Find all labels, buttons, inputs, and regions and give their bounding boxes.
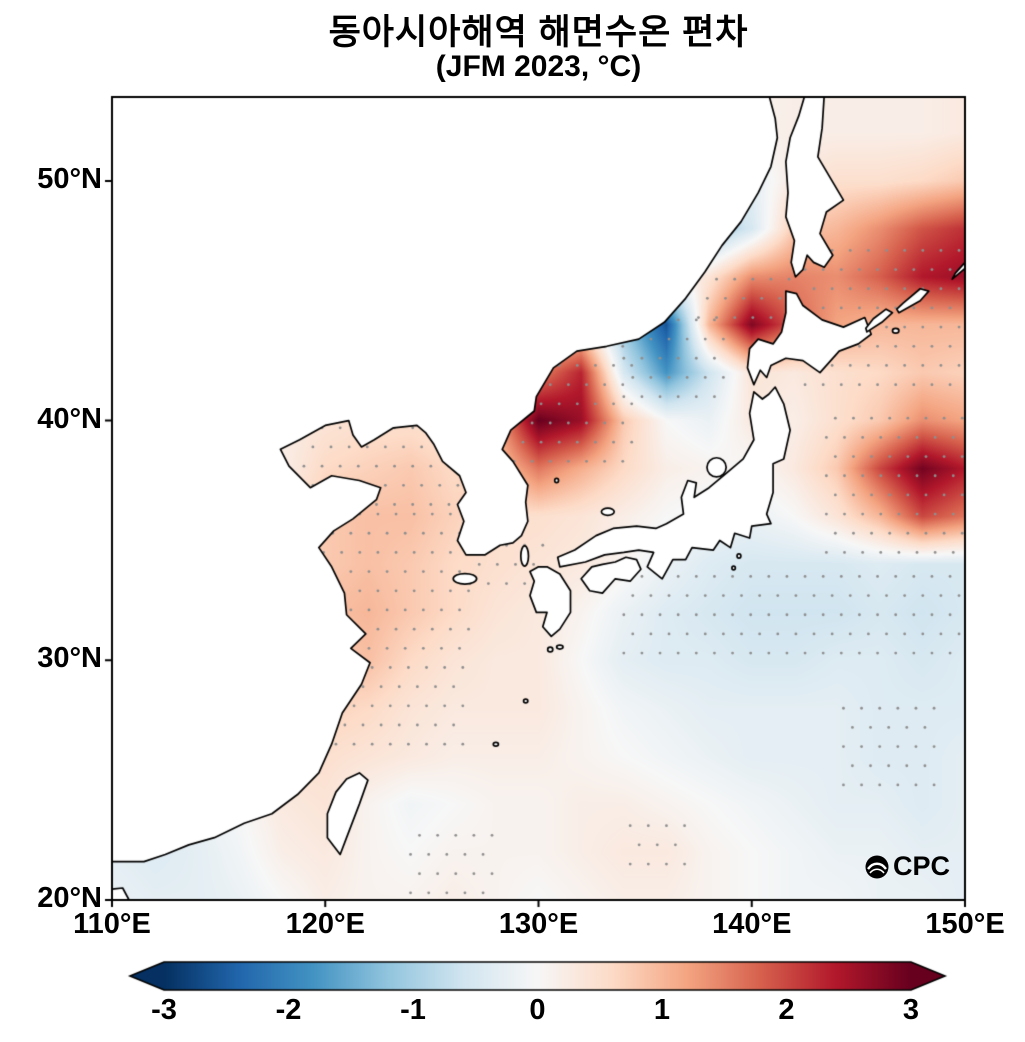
x-tick-label: 140°E [712, 908, 792, 940]
colorbar-tick-label: 2 [778, 994, 795, 1026]
colorbar-tick-label: 1 [653, 994, 671, 1026]
x-tick-label: 120°E [285, 908, 365, 940]
y-tick-label: 20°N [37, 882, 102, 914]
colorbar-tick-label: 0 [529, 994, 546, 1026]
colorbar-tick-label: -1 [400, 994, 426, 1026]
colorbar-tick-label: -2 [275, 994, 302, 1026]
colorbar-tick-label: 3 [902, 994, 920, 1026]
x-tick-label: 130°E [498, 908, 579, 940]
y-tick-label: 50°N [37, 162, 102, 195]
y-tick-label: 40°N [37, 402, 102, 435]
x-tick-label: 150°E [925, 908, 1005, 940]
y-tick-label: 30°N [37, 642, 102, 675]
colorbar-tick-label: -3 [151, 994, 177, 1026]
cpc-label: CPC [892, 851, 950, 881]
cpc-logo-icon [864, 854, 890, 880]
x-tick-label: 110°E [73, 908, 151, 940]
cpc-logo: CPC [800, 851, 950, 882]
